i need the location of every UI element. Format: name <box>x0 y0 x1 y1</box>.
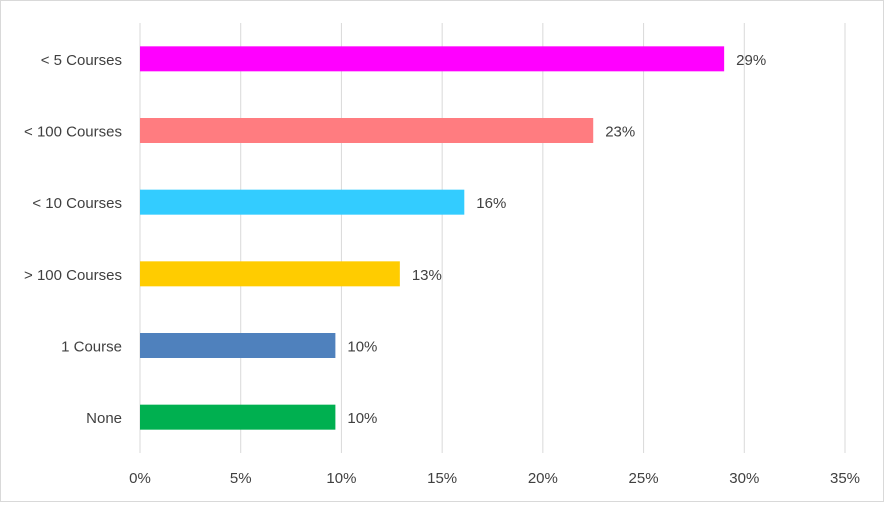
category-label: > 100 Courses <box>24 267 122 284</box>
bar <box>140 261 400 287</box>
data-label: 16% <box>476 195 506 212</box>
category-label: 1 Course <box>61 339 122 356</box>
x-tick-label: 25% <box>629 470 659 487</box>
bar <box>140 404 336 430</box>
bars <box>140 46 725 430</box>
data-label: 10% <box>347 339 377 356</box>
x-tick-label: 30% <box>729 470 759 487</box>
x-tick-label: 35% <box>830 470 860 487</box>
category-axis: < 5 Courses < 100 Courses < 10 Courses > 10… <box>24 52 122 427</box>
bar <box>140 46 725 72</box>
x-tick-label: 5% <box>230 470 252 487</box>
data-label: 10% <box>347 410 377 427</box>
data-label: 13% <box>412 267 442 284</box>
category-label: < 10 Courses <box>32 195 122 212</box>
bar <box>140 118 594 143</box>
x-tick-label: 15% <box>427 470 457 487</box>
bar <box>140 189 465 215</box>
category-label: None <box>86 410 122 427</box>
bar <box>140 333 336 358</box>
category-label: < 100 Courses <box>24 124 122 141</box>
x-tick-label: 20% <box>528 470 558 487</box>
data-labels: 29% 23% 16% 13% 10% 10% <box>347 52 766 427</box>
data-label: 23% <box>605 124 635 141</box>
data-label: 29% <box>736 52 766 69</box>
gridlines <box>139 23 846 453</box>
category-label: < 5 Courses <box>41 52 122 69</box>
value-axis: 0% 5% 10% 15% 20% 25% 30% 35% <box>129 470 860 487</box>
x-tick-label: 10% <box>326 470 356 487</box>
x-tick-label: 0% <box>129 470 151 487</box>
